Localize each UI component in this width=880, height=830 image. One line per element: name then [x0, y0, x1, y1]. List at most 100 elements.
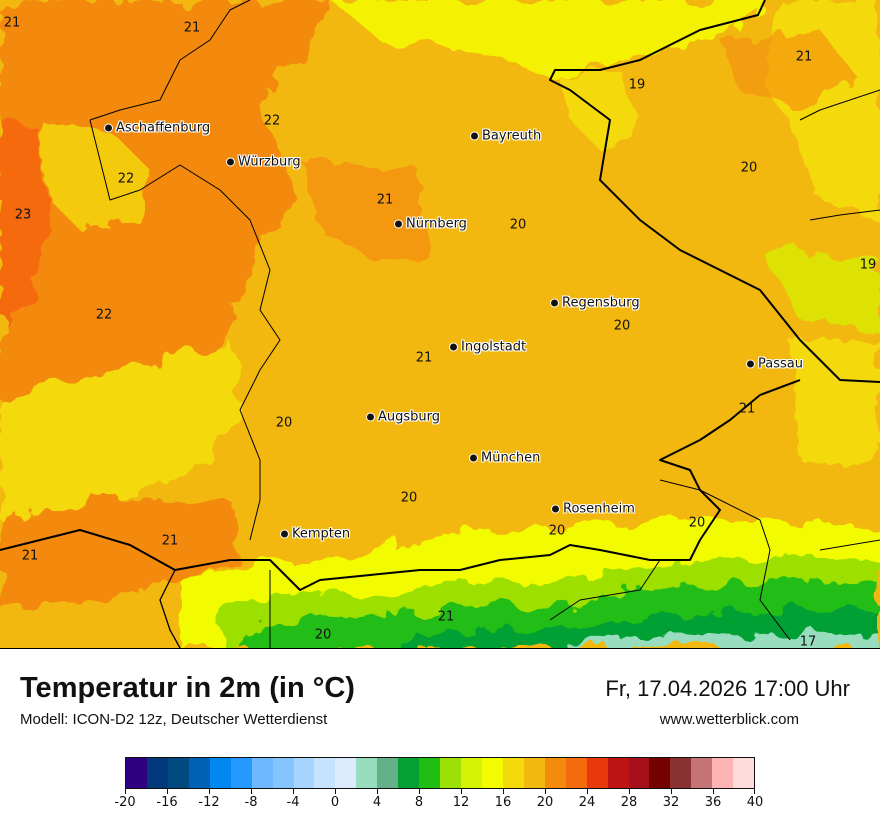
colorbar-segment	[398, 758, 420, 788]
city-dot-icon	[394, 219, 403, 229]
city-marker: Würzburg	[226, 155, 301, 170]
colorbar-segment	[565, 758, 587, 788]
tick-label: 32	[662, 795, 680, 810]
tick-mark	[545, 789, 546, 794]
temperature-value: 23	[14, 207, 32, 223]
temperature-value: 22	[117, 171, 135, 187]
colorbar-segment	[440, 758, 461, 788]
tick-mark	[629, 789, 630, 794]
city-name: Ingolstadt	[461, 339, 527, 355]
city-marker: Ingolstadt	[449, 340, 526, 355]
temperature-value: 21	[183, 20, 201, 36]
temperature-value: 21	[795, 49, 813, 65]
city-name: Bayreuth	[482, 128, 542, 144]
city-marker: Kempten	[280, 527, 350, 542]
tick-mark	[713, 789, 714, 794]
tick-mark	[461, 789, 462, 794]
colorbar-segment	[126, 758, 147, 788]
city-dot-icon	[226, 157, 235, 167]
tick-label: 28	[620, 795, 638, 810]
city-dot-icon	[551, 504, 560, 514]
colorbar-segment	[502, 758, 524, 788]
tick-label: -16	[156, 795, 178, 810]
colorbar-segment	[691, 758, 713, 788]
tick-label: 4	[372, 795, 382, 810]
tick-mark	[125, 789, 126, 794]
colorbar-segment	[377, 758, 399, 788]
temperature-value: 20	[688, 515, 706, 531]
tick-mark	[419, 789, 420, 794]
colorbar-segment	[188, 758, 210, 788]
tick-label: 12	[452, 795, 470, 810]
temperature-value: 20	[740, 160, 758, 176]
colorbar-segment	[356, 758, 378, 788]
temperature-value: 20	[275, 415, 293, 431]
colorbar-segment	[272, 758, 294, 788]
temperature-value: 21	[376, 192, 394, 208]
temperature-colorbar	[125, 757, 755, 789]
tick-mark	[335, 789, 336, 794]
tick-label: 24	[578, 795, 596, 810]
city-name: Kempten	[292, 526, 351, 542]
temperature-value: 21	[415, 350, 433, 366]
city-marker: Augsburg	[366, 410, 440, 425]
city-name: Nürnberg	[406, 216, 467, 232]
city-dot-icon	[366, 412, 375, 422]
temperature-value: 21	[437, 609, 455, 625]
temperature-value: 22	[263, 113, 281, 129]
colorbar-segment	[251, 758, 273, 788]
map-title: Temperatur in 2m (in °C)	[20, 672, 355, 704]
city-name: Passau	[758, 356, 803, 372]
tick-label: -20	[114, 795, 136, 810]
forecast-datetime: Fr, 17.04.2026 17:00 Uhr	[605, 676, 850, 701]
city-name: Augsburg	[378, 409, 441, 425]
colorbar-segment	[146, 758, 168, 788]
temperature-value: 19	[628, 77, 646, 93]
website-link[interactable]: www.wetterblick.com	[659, 711, 799, 728]
tick-mark	[251, 789, 252, 794]
colorbar-segment	[733, 758, 755, 788]
city-dot-icon	[280, 529, 289, 539]
colorbar-segment	[649, 758, 671, 788]
colorbar-segment	[481, 758, 503, 788]
tick-label: 8	[414, 795, 424, 810]
city-dot-icon	[104, 123, 113, 133]
city-dot-icon	[469, 453, 478, 463]
city-name: München	[481, 450, 541, 466]
colorbar-segment	[628, 758, 650, 788]
temperature-value: 20	[613, 318, 631, 334]
tick-label: 16	[494, 795, 512, 810]
colorbar-segment	[544, 758, 566, 788]
tick-label: -12	[198, 795, 220, 810]
city-marker: Passau	[746, 357, 803, 372]
city-dot-icon	[470, 131, 479, 141]
city-dot-icon	[550, 298, 559, 308]
temperature-value: 17	[799, 634, 817, 649]
temperature-value: 21	[161, 533, 179, 549]
colorbar-ticks: -20 -16 -12 -8 -4 0 4 8 12 16 20 24 28 32 36 40	[114, 789, 763, 819]
tick-mark	[167, 789, 168, 794]
tick-label: 40	[746, 795, 764, 810]
colorbar-segment	[230, 758, 252, 788]
colorbar-segment	[167, 758, 189, 788]
city-name: Würzburg	[238, 154, 301, 170]
temperature-value: 19	[859, 257, 877, 273]
tick-mark	[587, 789, 588, 794]
city-marker: Regensburg	[550, 296, 640, 311]
temperature-map: Aschaffenburg Würzburg Bayreuth Nürnberg Reg…	[0, 0, 880, 649]
model-subtitle: Modell: ICON-D2 12z, Deutscher Wetterdie…	[20, 711, 328, 728]
temperature-value: 21	[3, 15, 21, 31]
city-name: Rosenheim	[563, 501, 635, 517]
temperature-value: 20	[400, 490, 418, 506]
city-dot-icon	[449, 342, 458, 352]
tick-label: 20	[536, 795, 554, 810]
tick-mark	[671, 789, 672, 794]
city-marker: Aschaffenburg	[104, 121, 210, 136]
city-name: Aschaffenburg	[116, 120, 211, 136]
colorbar-segment	[586, 758, 608, 788]
tick-mark	[503, 789, 504, 794]
colorbar-segment	[293, 758, 315, 788]
temperature-value: 21	[738, 401, 756, 417]
city-marker: Nürnberg	[394, 217, 467, 232]
temperature-value: 21	[21, 548, 39, 564]
